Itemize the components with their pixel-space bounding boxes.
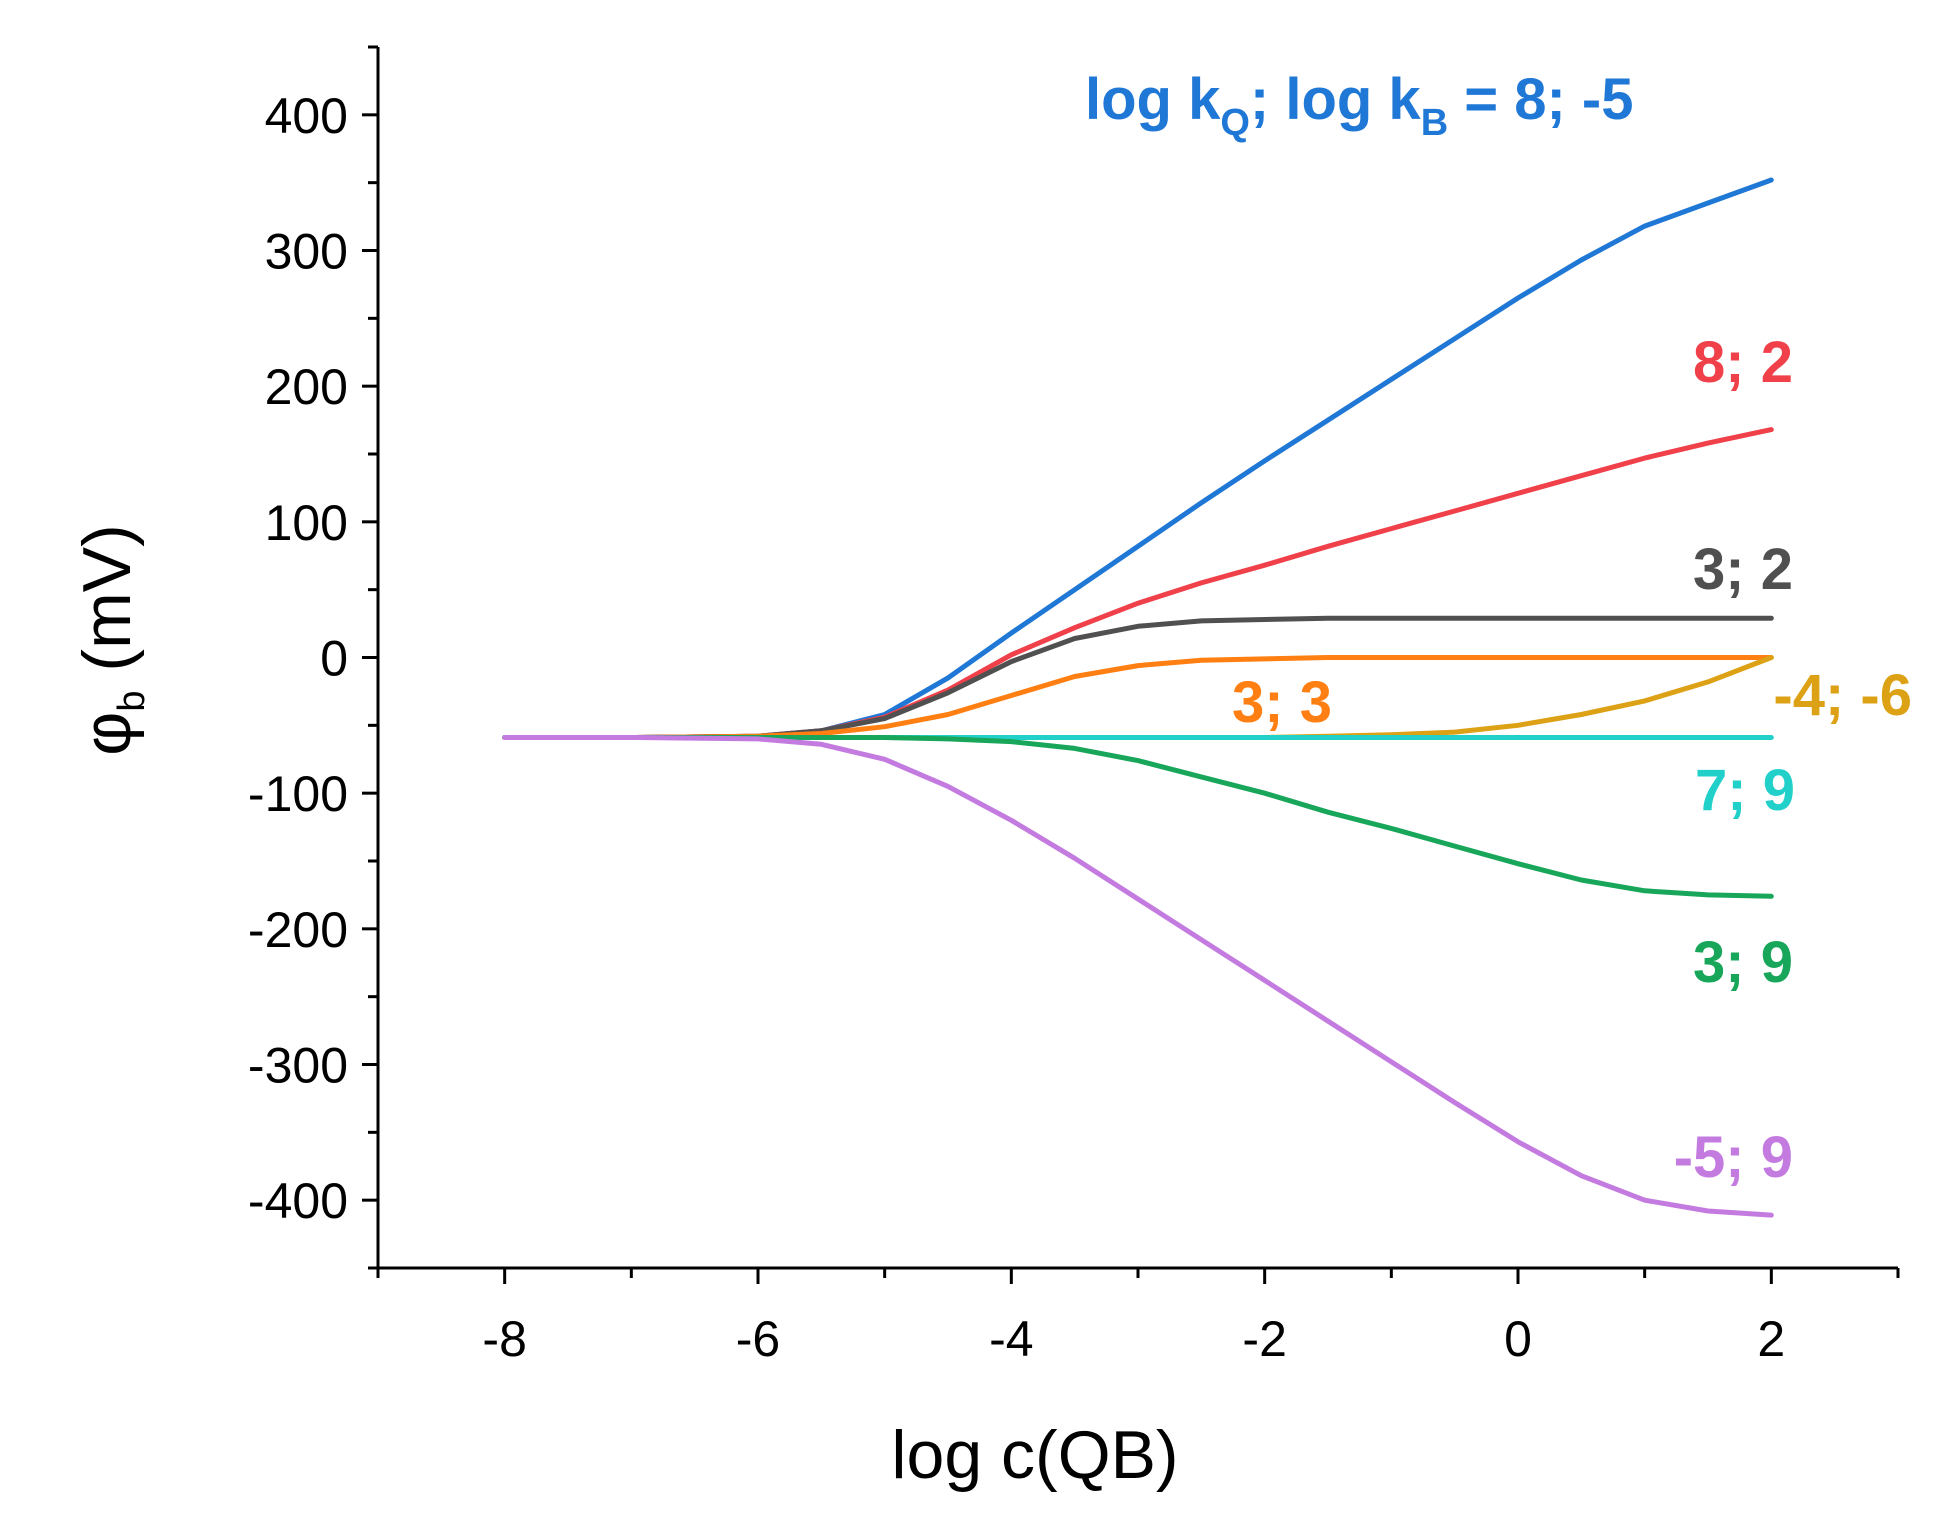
y-tick-label: 400 <box>265 88 348 144</box>
series-line-1 <box>502 427 1774 740</box>
y-axis-symbol: φ <box>69 712 145 756</box>
tick-labels: -8 -6 -4 -2 0 2 -400 -300 -200 -100 0 100 200 300 400 <box>248 88 1785 1367</box>
x-axis-title: log c(QB) <box>891 1417 1178 1493</box>
x-tick-label: -4 <box>989 1311 1033 1367</box>
series-line-0 <box>502 177 1774 740</box>
series-labels: 8; 2 3; 2 3; 3 -4; -6 7; 9 3; 9 -5; 9 <box>1232 330 1912 1190</box>
y-tick-label: -300 <box>248 1038 348 1094</box>
legend-title: log kQ; log kB = 8; -5 <box>1085 67 1634 144</box>
series-line-2 <box>502 615 1774 740</box>
y-axis-unit: (mV) <box>69 524 145 690</box>
y-tick-label: -100 <box>248 766 348 822</box>
series-label-8-2: 8; 2 <box>1693 330 1793 395</box>
x-tick-label: 0 <box>1504 1311 1532 1367</box>
series-line-3 <box>502 655 1774 740</box>
x-tick-label: -2 <box>1242 1311 1286 1367</box>
x-tick-label: -6 <box>736 1311 780 1367</box>
y-tick-label: 300 <box>265 224 348 280</box>
y-tick-label: -400 <box>248 1173 348 1229</box>
y-tick-label: 0 <box>320 631 348 687</box>
y-tick-label: -200 <box>248 902 348 958</box>
x-tick-label: -8 <box>482 1311 526 1367</box>
y-tick-label: 200 <box>265 359 348 415</box>
series-label-minus4-minus6: -4; -6 <box>1773 663 1912 728</box>
series-line-4 <box>502 655 1774 740</box>
series-label-7-9: 7; 9 <box>1695 758 1795 823</box>
series-line-7 <box>502 735 1774 1218</box>
series-label-minus5-9: -5; 9 <box>1674 1125 1793 1190</box>
series-label-3-2: 3; 2 <box>1693 537 1793 602</box>
y-axis-title: φb (mV) <box>69 524 153 755</box>
y-tick-label: 100 <box>265 495 348 551</box>
series-label-3-3: 3; 3 <box>1232 670 1332 735</box>
tick-layer <box>362 45 1900 1284</box>
series-line-6 <box>502 735 1774 899</box>
x-tick-label: 2 <box>1757 1311 1785 1367</box>
series-layer <box>502 177 1774 1218</box>
y-axis-subscript: b <box>111 690 153 711</box>
series-label-3-9: 3; 9 <box>1693 930 1793 995</box>
